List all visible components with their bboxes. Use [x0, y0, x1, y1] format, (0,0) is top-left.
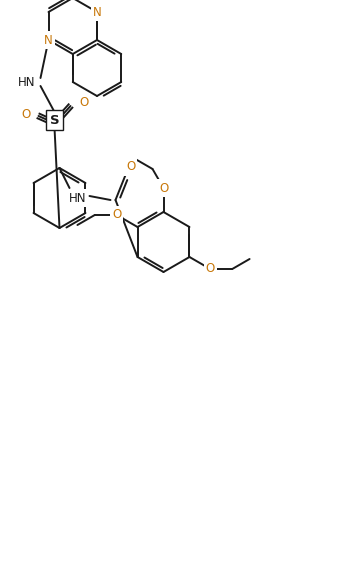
Text: O: O [21, 108, 30, 120]
Text: O: O [126, 160, 135, 173]
Text: O: O [206, 262, 215, 275]
Text: O: O [79, 96, 88, 109]
Text: O: O [159, 181, 168, 194]
Text: HN: HN [69, 191, 86, 204]
Text: N: N [93, 6, 101, 19]
Text: N: N [44, 34, 53, 47]
Text: HN: HN [18, 75, 35, 88]
Text: O: O [112, 208, 121, 221]
Text: S: S [50, 114, 59, 127]
